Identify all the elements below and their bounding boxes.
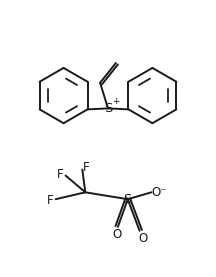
Text: O⁻: O⁻ [152,186,167,199]
Text: F: F [46,194,53,207]
Text: F: F [83,161,90,174]
Text: S: S [104,102,112,115]
Text: O: O [112,228,122,241]
Text: +: + [112,97,120,106]
Text: F: F [57,168,64,181]
Text: S: S [124,193,132,206]
Text: O: O [138,232,147,245]
